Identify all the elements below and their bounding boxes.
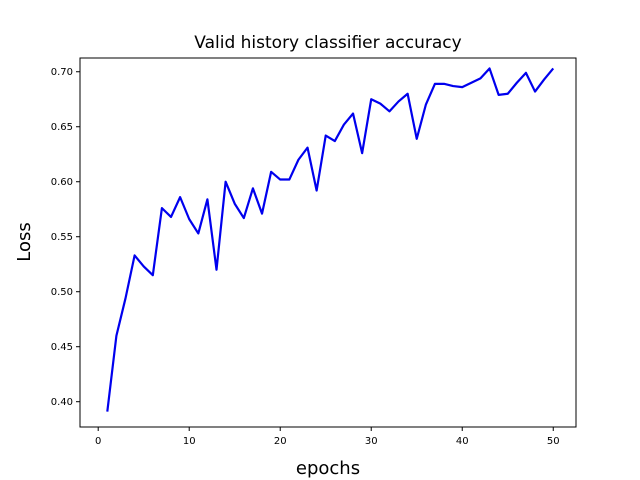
y-tick-label: 0.55 — [51, 232, 73, 243]
y-tick-label: 0.40 — [51, 397, 73, 408]
plot-frame — [79, 57, 577, 428]
x-tick-label: 30 — [365, 436, 378, 447]
y-axis: 0.40 0.45 0.50 0.55 0.60 0.65 0.70 — [51, 67, 80, 408]
y-axis-label: Loss — [14, 222, 35, 261]
x-tick-label: 10 — [183, 436, 196, 447]
y-tick-label: 0.70 — [51, 67, 73, 78]
x-tick-label: 40 — [456, 436, 469, 447]
x-axis: 0 10 20 30 40 50 — [95, 427, 560, 447]
x-tick-label: 50 — [547, 436, 560, 447]
y-tick-label: 0.45 — [51, 342, 73, 353]
y-tick-label: 0.50 — [51, 287, 73, 298]
x-axis-label: epochs — [296, 458, 360, 479]
x-tick-label: 20 — [274, 436, 287, 447]
y-tick-label: 0.60 — [51, 177, 73, 188]
series-line-0 — [106, 67, 555, 412]
x-tick-label: 0 — [95, 436, 101, 447]
chart-title: Valid history classifier accuracy — [194, 33, 461, 53]
plot-area — [106, 67, 555, 412]
y-tick-label: 0.65 — [51, 122, 73, 133]
